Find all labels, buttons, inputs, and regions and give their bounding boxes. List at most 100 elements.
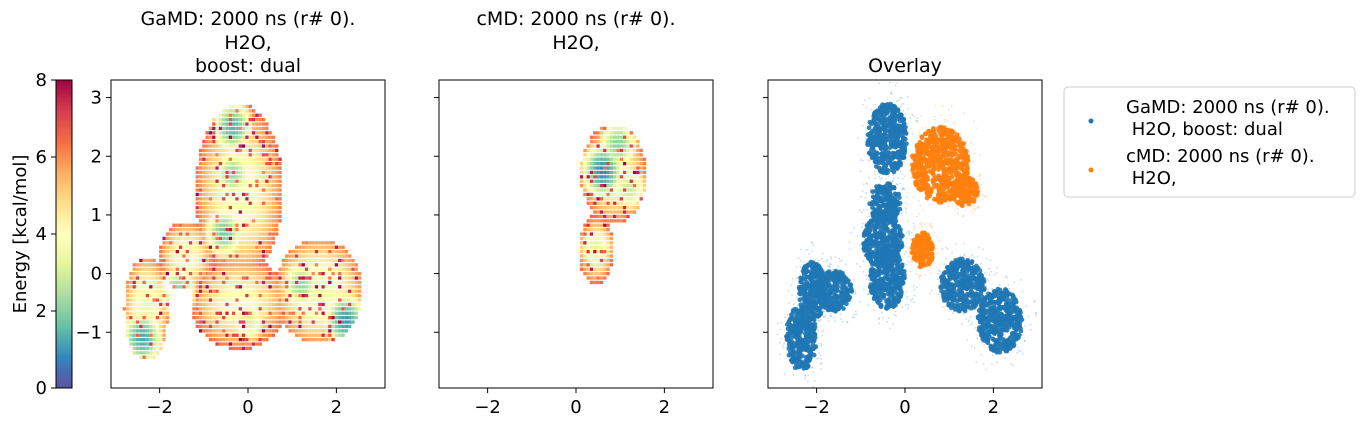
energy-cell [348,285,352,289]
energy-cell [629,197,633,201]
energy-cell [268,201,272,205]
energy-cell [258,245,262,249]
energy-cell [623,206,627,210]
energy-cell [265,272,269,276]
energy-cell [225,179,229,183]
scatter-point-gamd [824,292,830,298]
scatter-point-gamd [890,126,896,132]
energy-cell [162,324,166,329]
x-tick-label: 0 [570,397,581,418]
scatter-point-gamd [821,279,827,285]
energy-cell [616,144,620,148]
energy-cell [255,153,259,157]
energy-cell [613,148,617,153]
energy-cell [205,294,209,298]
energy-cell [606,206,610,210]
energy-cell [295,311,299,315]
energy-cell [298,316,302,320]
energy-cell [639,188,643,192]
energy-cell [245,307,249,311]
scatter-point-gamd [878,209,881,212]
energy-cell [268,272,272,276]
energy-cell [212,280,216,285]
energy-cell [238,280,242,285]
energy-cell [248,285,252,289]
scatter-point-gamd [829,275,835,281]
energy-cell [198,232,203,236]
energy-cell [589,263,594,267]
energy-cell [241,333,246,337]
energy-cell [162,263,166,267]
energy-cell [145,276,150,280]
energy-cell [228,245,233,249]
energy-cell [202,170,206,175]
energy-cell [208,162,213,166]
energy-cell [162,250,166,254]
scatter-point-gamd [861,226,864,229]
scatter-point-gamd [795,335,801,341]
energy-cell [301,302,305,307]
energy-cell [304,245,309,249]
energy-cell [188,241,193,245]
energy-cell [281,294,286,298]
energy-cell [238,144,242,148]
energy-cell [255,254,259,258]
energy-cell [632,188,637,192]
scatter-point-gamd [887,145,893,151]
energy-cell [606,184,610,188]
energy-cell [258,307,262,311]
energy-cell [238,298,242,302]
energy-cell [172,228,176,232]
scatter-point-gamd [863,254,866,257]
energy-cell [159,342,163,346]
energy-cell [185,280,189,285]
scatter-point-gamd [894,252,899,258]
energy-cell [205,219,209,223]
energy-cell [308,263,312,267]
energy-cell [271,219,276,223]
energy-cell [268,197,272,201]
energy-cell [251,241,256,245]
energy-cell [593,276,597,280]
scatter-point-gamd [908,247,911,250]
energy-cell [245,223,249,227]
energy-cell [619,148,623,153]
energy-cell [125,333,130,337]
energy-cell [308,324,312,329]
energy-cell [268,236,272,241]
energy-cell [331,254,335,258]
energy-cell [232,153,236,157]
energy-cell [613,179,617,183]
energy-cell [351,316,355,320]
energy-cell [328,241,332,245]
energy-cell [298,285,302,289]
energy-cell [616,148,620,153]
energy-cell [632,192,637,197]
energy-cell [251,289,256,293]
energy-cell [609,188,614,192]
scatter-point-gamd [877,189,882,195]
energy-cell [351,289,355,293]
energy-cell [341,316,345,320]
energy-cell [304,298,309,302]
scatter-point-gamd [887,121,893,127]
energy-cell [225,250,229,254]
energy-cell [198,179,203,183]
energy-cell [208,333,213,337]
energy-cell [202,311,206,315]
energy-cell [238,338,242,342]
energy-cell [603,153,607,157]
energy-cell [258,140,262,144]
scatter-point-gamd [861,190,864,193]
energy-cell [225,329,229,333]
scatter-point-gamd [866,278,869,280]
energy-cell [195,254,199,258]
scatter-point-gamd [862,183,865,186]
energy-cell [632,179,637,183]
energy-cell [149,342,153,346]
energy-cell [228,148,233,153]
energy-cell [348,307,352,311]
energy-cell [275,223,279,227]
energy-cell [155,351,160,355]
energy-cell [275,197,279,201]
